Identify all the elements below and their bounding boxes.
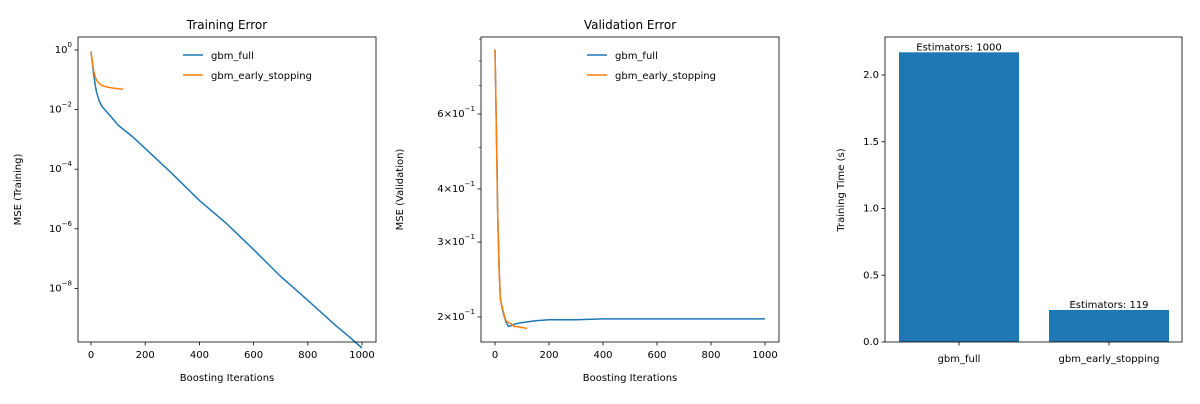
y-tick-label: 1.0: [863, 204, 879, 215]
legend-label-gbm_full: gbm_full: [615, 51, 658, 62]
x-tick-label: 1000: [349, 350, 374, 361]
y-tick-label: 10−4​: [49, 160, 73, 175]
series-line-gbm_full: [90, 51, 363, 349]
legend: gbm_full gbm_early_stopping: [183, 51, 312, 82]
y-tick-label: 4×10−1​: [437, 180, 475, 195]
series-line-gbm_full: [494, 49, 765, 328]
series-line-gbm_early_stopping: [90, 51, 124, 91]
y-tick-label: 3×10−1​: [437, 233, 475, 248]
y-tick-label: 0.5: [863, 270, 879, 281]
x-tick-label: 800: [701, 350, 720, 361]
x-tick-label: 600: [647, 350, 666, 361]
chart-title: Training Error: [186, 18, 267, 32]
x-tick-label: 1000: [752, 350, 777, 361]
x-tick-label: gbm_early_stopping: [1059, 354, 1160, 365]
y-tick-label: 100​: [55, 41, 72, 56]
x-tick-label: 200: [539, 350, 558, 361]
y-axis-label: MSE (Validation): [395, 149, 406, 231]
bar-gbm_full: [899, 52, 1019, 343]
x-tick-label: gbm_full: [938, 354, 981, 365]
x-tick-label: 400: [190, 350, 209, 361]
x-tick-label: 800: [298, 350, 317, 361]
axes-frame: [77, 36, 377, 343]
axes-frame: [884, 36, 1183, 343]
legend: gbm_full gbm_early_stopping: [587, 51, 716, 82]
bar-gbm_early_stopping: [1049, 309, 1169, 342]
axes-frame: [480, 36, 780, 343]
y-tick-label: 10−8​: [49, 279, 72, 294]
y-tick-label: 2×10−1​: [437, 308, 475, 323]
y-tick-label: 6×10−1​: [437, 105, 475, 120]
bar-annotation: Estimators: 1000: [916, 42, 1001, 53]
validation-error-panel: Validation Error 0 200 400 600 800 1000 Boostin…: [395, 18, 780, 384]
x-tick-label: 600: [244, 350, 263, 361]
training-time-panel: Estimators: 1000 gbm_full Estimators: 119 g…: [836, 36, 1183, 365]
y-axis-label: MSE (Training): [13, 154, 24, 226]
series-line-gbm_early_stopping: [494, 49, 528, 330]
bar-annotation: Estimators: 119: [1069, 300, 1148, 311]
x-axis-label: Boosting Iterations: [583, 373, 678, 384]
y-tick-label: 2.0: [863, 70, 879, 81]
x-tick-label: 400: [593, 350, 612, 361]
y-tick-label: 10−6​: [49, 220, 73, 235]
legend-label-gbm_early_stopping: gbm_early_stopping: [211, 71, 312, 82]
chart-title: Validation Error: [584, 18, 676, 32]
x-axis-label: Boosting Iterations: [180, 373, 275, 384]
x-tick-label: 0: [88, 350, 94, 361]
x-tick-label: 0: [492, 350, 498, 361]
y-axis-label: Training Time (s): [836, 148, 847, 232]
y-tick-label: 0.0: [863, 337, 879, 348]
x-tick-label: 200: [136, 350, 155, 361]
y-tick-label: 1.5: [863, 137, 879, 148]
legend-label-gbm_full: gbm_full: [211, 51, 254, 62]
y-tick-label: 10−2​: [49, 101, 72, 116]
training-error-panel: Training Error 0 200 400 600 800 1000 Boosting …: [13, 18, 377, 384]
legend-label-gbm_early_stopping: gbm_early_stopping: [615, 71, 716, 82]
